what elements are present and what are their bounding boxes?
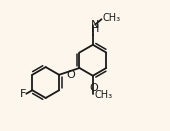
Text: O: O <box>89 83 98 93</box>
Text: F: F <box>20 89 27 99</box>
Text: H: H <box>91 24 99 34</box>
Text: O: O <box>66 70 75 80</box>
Text: N: N <box>91 20 99 30</box>
Text: CH₃: CH₃ <box>95 90 113 100</box>
Text: CH₃: CH₃ <box>102 13 120 23</box>
